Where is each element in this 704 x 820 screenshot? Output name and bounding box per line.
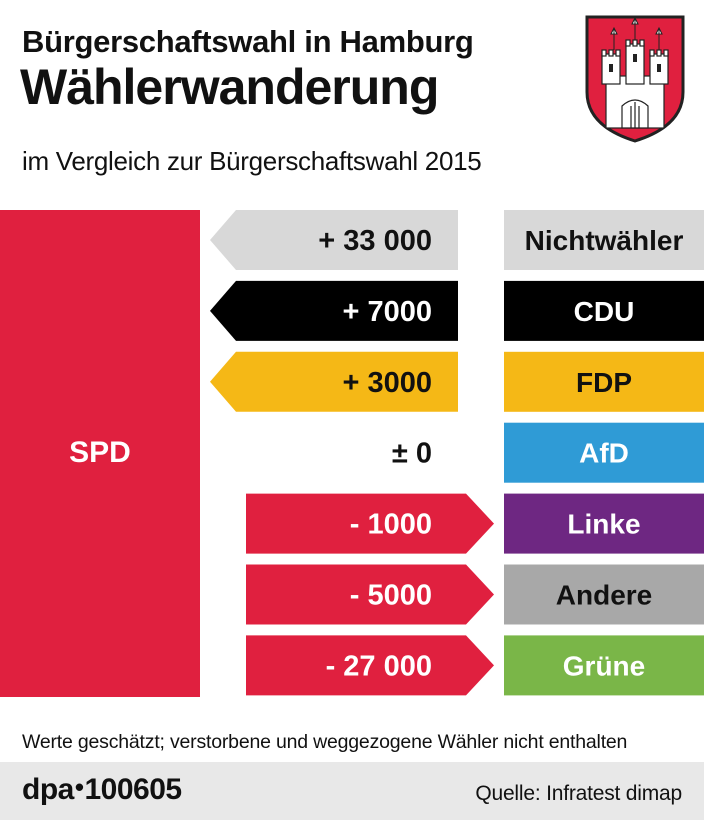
party-label-fdp: FDP bbox=[576, 367, 632, 398]
flow-arrow-cdu bbox=[210, 280, 458, 341]
flow-arrow-andere bbox=[246, 564, 494, 625]
footer-bar: dpa•100605 Quelle: Infratest dimap bbox=[0, 762, 704, 820]
spd-label: SPD bbox=[69, 436, 131, 469]
party-label-nichtwähler: Nichtwähler bbox=[525, 225, 684, 256]
party-label-cdu: CDU bbox=[574, 296, 635, 327]
flow-value-andere: - 5000 bbox=[350, 580, 432, 612]
party-box-afd bbox=[504, 422, 704, 483]
page-title: Wählerwanderung bbox=[20, 59, 439, 115]
flow-arrow-linke bbox=[246, 493, 494, 554]
party-label-grüne: Grüne bbox=[563, 650, 645, 681]
voter-flow-chart: SPD Nichtwähler + 33 000 CDU + 7000 FDP + 300… bbox=[0, 210, 704, 697]
flow-value-linke: - 1000 bbox=[350, 509, 432, 541]
flow-value-nichtwähler: + 33 000 bbox=[318, 225, 432, 257]
party-label-linke: Linke bbox=[567, 509, 640, 540]
spd-block bbox=[0, 210, 200, 697]
flow-value-cdu: + 7000 bbox=[342, 296, 432, 328]
party-label-afd: AfD bbox=[579, 438, 629, 469]
dpa-agency: dpa bbox=[22, 773, 74, 806]
hamburg-coat-of-arms-icon bbox=[585, 15, 685, 143]
flow-value-afd: ± 0 bbox=[392, 438, 432, 470]
dpa-graphic-id: 100605 bbox=[84, 773, 182, 806]
subtitle: im Vergleich zur Bürgerschaftswahl 2015 bbox=[22, 146, 482, 176]
flow-value-grüne: - 27 000 bbox=[326, 650, 432, 682]
party-label-andere: Andere bbox=[556, 580, 652, 611]
party-box-linke bbox=[504, 493, 704, 554]
party-box-andere bbox=[504, 564, 704, 625]
party-box-cdu bbox=[504, 280, 704, 341]
party-box-nichtwähler bbox=[504, 210, 704, 270]
dpa-dot-icon: • bbox=[74, 772, 84, 802]
party-box-grüne bbox=[504, 635, 704, 696]
flow-value-fdp: + 3000 bbox=[342, 367, 432, 399]
flow-arrow-fdp bbox=[210, 351, 458, 412]
source-credit: Quelle: Infratest dimap bbox=[475, 782, 682, 805]
supertitle: Bürgerschaftswahl in Hamburg bbox=[22, 24, 474, 59]
party-box-fdp bbox=[504, 351, 704, 412]
flow-arrow-nichtwähler bbox=[210, 210, 458, 270]
flow-arrow-grüne bbox=[246, 635, 494, 696]
dpa-logo: dpa•100605 bbox=[22, 772, 182, 807]
footnote: Werte geschätzt; verstorbene und weggezo… bbox=[22, 731, 628, 753]
